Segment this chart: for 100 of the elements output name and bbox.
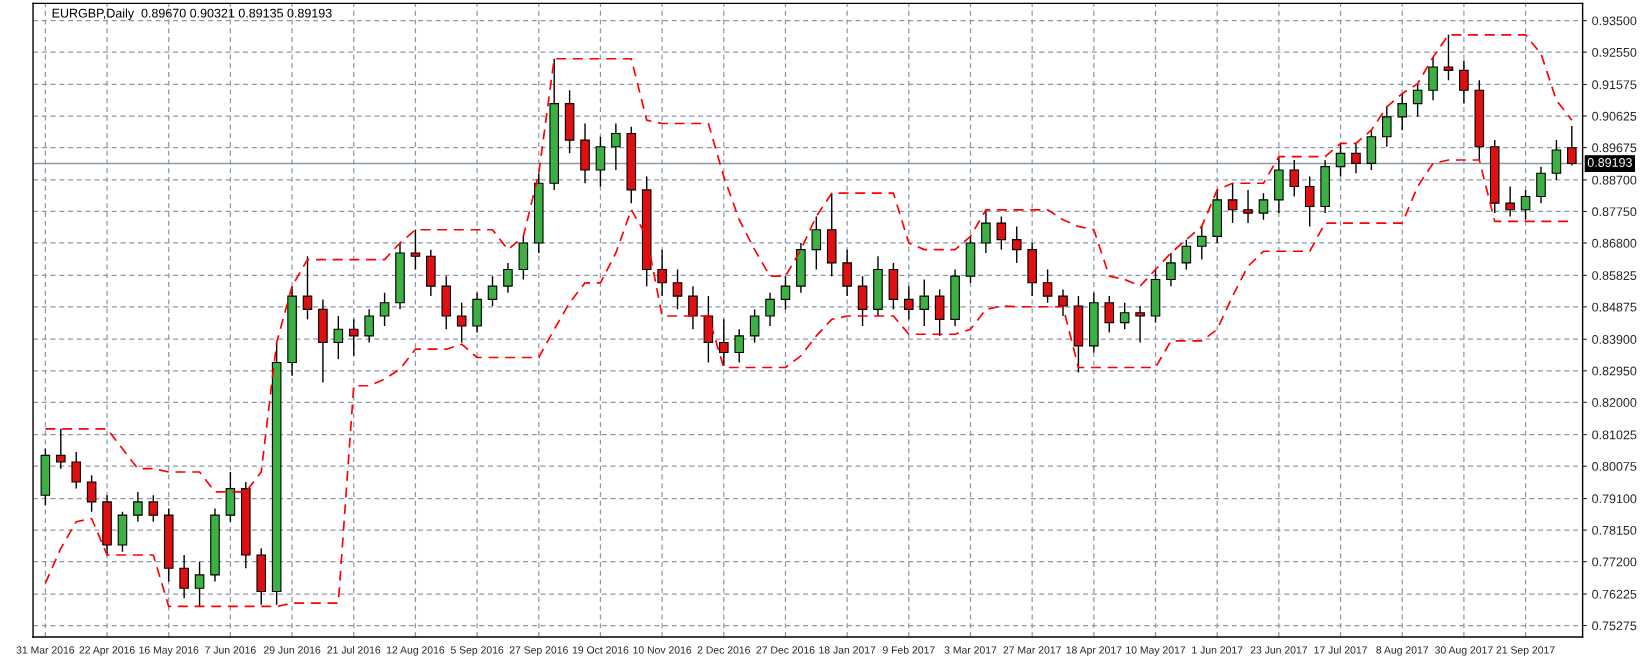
x-tick-label: 30 Aug 2017 (1435, 646, 1493, 656)
y-tick-label: 0.88700 (1592, 175, 1637, 185)
candlestick (904, 285, 914, 321)
candlestick (1351, 142, 1361, 174)
y-tick-label: 0.78150 (1592, 525, 1637, 535)
candlestick (71, 451, 82, 490)
candlestick (1104, 295, 1115, 334)
candlestick (1459, 59, 1469, 105)
y-tick-label: 0.89675 (1592, 143, 1637, 153)
y-tick-label: 0.80075 (1592, 462, 1637, 471)
x-tick-label: 31 Mar 2016 (16, 646, 75, 654)
candlestick (1428, 56, 1438, 101)
x-tick-label: 19 Oct 2016 (572, 646, 629, 654)
candlestick (1227, 182, 1238, 224)
x-tick-label: 10 May 2017 (1126, 646, 1186, 656)
candlestick (1382, 106, 1392, 148)
candlestick (919, 278, 930, 327)
candlestick (148, 494, 159, 523)
y-tick-label: 0.85825 (1592, 271, 1637, 280)
y-tick-label: 0.90625 (1592, 111, 1637, 121)
x-tick-label: 18 Apr 2017 (1066, 646, 1122, 656)
x-tick-label: 18 Jan 2017 (819, 646, 876, 654)
candlestick (348, 318, 359, 357)
candlestick (934, 288, 945, 337)
candlestick (595, 136, 606, 188)
x-tick-label: 22 Apr 2016 (79, 646, 135, 656)
y-tick-label: 0.83900 (1592, 335, 1637, 344)
candlestick (719, 318, 729, 367)
y-tick-label: 0.91575 (1592, 80, 1637, 90)
x-tick-label: 23 Jun 2017 (1250, 646, 1308, 654)
candlestick (379, 292, 390, 327)
line-series (44, 34, 1573, 493)
candlestick (456, 302, 467, 344)
y-tick-label: 0.87750 (1592, 207, 1637, 217)
x-tick-label: 5 Sep 2016 (450, 646, 504, 656)
candlestick (1258, 192, 1269, 221)
candlestick (1567, 125, 1577, 167)
candlestick (811, 215, 822, 271)
x-tick-label: 9 Feb 2017 (882, 646, 935, 654)
y-tick-label: 0.76225 (1592, 589, 1637, 599)
candlestick (1289, 159, 1300, 198)
candlestick (1520, 189, 1531, 221)
y-tick-label: 0.84875 (1592, 302, 1637, 312)
x-tick-label: 27 Mar 2017 (1003, 646, 1061, 654)
x-tick-label: 27 Dec 2016 (756, 646, 815, 654)
candlestick (1119, 302, 1130, 330)
candlestick (194, 560, 205, 608)
candlestick (55, 428, 66, 470)
candlestick (1536, 165, 1546, 204)
x-tick-label: 29 Jun 2016 (263, 646, 321, 654)
candlestick (611, 122, 621, 171)
x-tick-label: 17 Jul 2017 (1314, 646, 1367, 654)
x-tick-label: 16 May 2016 (139, 646, 199, 656)
candlestick (842, 248, 852, 297)
candlestick (734, 328, 745, 364)
y-tick-label: 0.79100 (1592, 494, 1637, 504)
y-tick-label: 0.81025 (1592, 430, 1637, 440)
x-tick-label: 2 Dec 2016 (697, 646, 750, 654)
y-tick-label: 0.93500 (1592, 16, 1637, 26)
x-tick-label: 21 Jul 2016 (327, 646, 381, 654)
x-tick-label: 1 Jun 2017 (1192, 646, 1243, 654)
candlestick (86, 474, 97, 513)
candlestick (981, 209, 991, 254)
y-tick-label: 0.92550 (1592, 47, 1637, 57)
candlestick (133, 491, 143, 523)
y-tick-label: 0.75275 (1592, 621, 1637, 631)
candlestick (657, 248, 667, 297)
y-tick-label: 0.82950 (1592, 366, 1637, 376)
candlestick (780, 275, 791, 311)
y-tick-label: 0.86800 (1592, 238, 1637, 248)
candlestick (1181, 238, 1192, 271)
candlestick (765, 292, 775, 327)
x-tick-label: 12 Aug 2016 (386, 646, 445, 656)
candlestick (1505, 185, 1515, 218)
x-tick-label: 27 Sep 2016 (509, 646, 568, 656)
x-tick-label: 7 Jun 2016 (205, 646, 256, 654)
x-tick-label: 10 Nov 2016 (633, 646, 692, 654)
x-tick-label: 21 Sep 2017 (1496, 646, 1555, 656)
chart-title: EURGBP,Daily 0.89670 0.90321 0.89135 0.89193 (52, 8, 332, 21)
candlestick (1011, 225, 1022, 264)
candlestick (688, 285, 698, 330)
candlestick (503, 262, 513, 294)
candlestick (1058, 288, 1068, 317)
ref-line-label: 0.89193 (1587, 158, 1632, 167)
candlestick (1135, 305, 1145, 344)
candlestick (1551, 139, 1562, 181)
candlestick (1397, 92, 1408, 131)
candlestick (1042, 268, 1053, 304)
candlestick (333, 315, 344, 360)
x-tick-label: 3 Mar 2017 (944, 646, 997, 654)
y-tick-label: 0.82000 (1592, 398, 1637, 407)
candlestick (1443, 34, 1454, 82)
candlestick (1412, 82, 1423, 118)
candlestick (672, 268, 683, 311)
candlestick (857, 275, 868, 327)
candlestick (1335, 142, 1346, 178)
candlestick (1243, 189, 1253, 224)
candlestick (410, 229, 421, 271)
candlestick (302, 255, 313, 321)
candlestick (996, 215, 1007, 251)
